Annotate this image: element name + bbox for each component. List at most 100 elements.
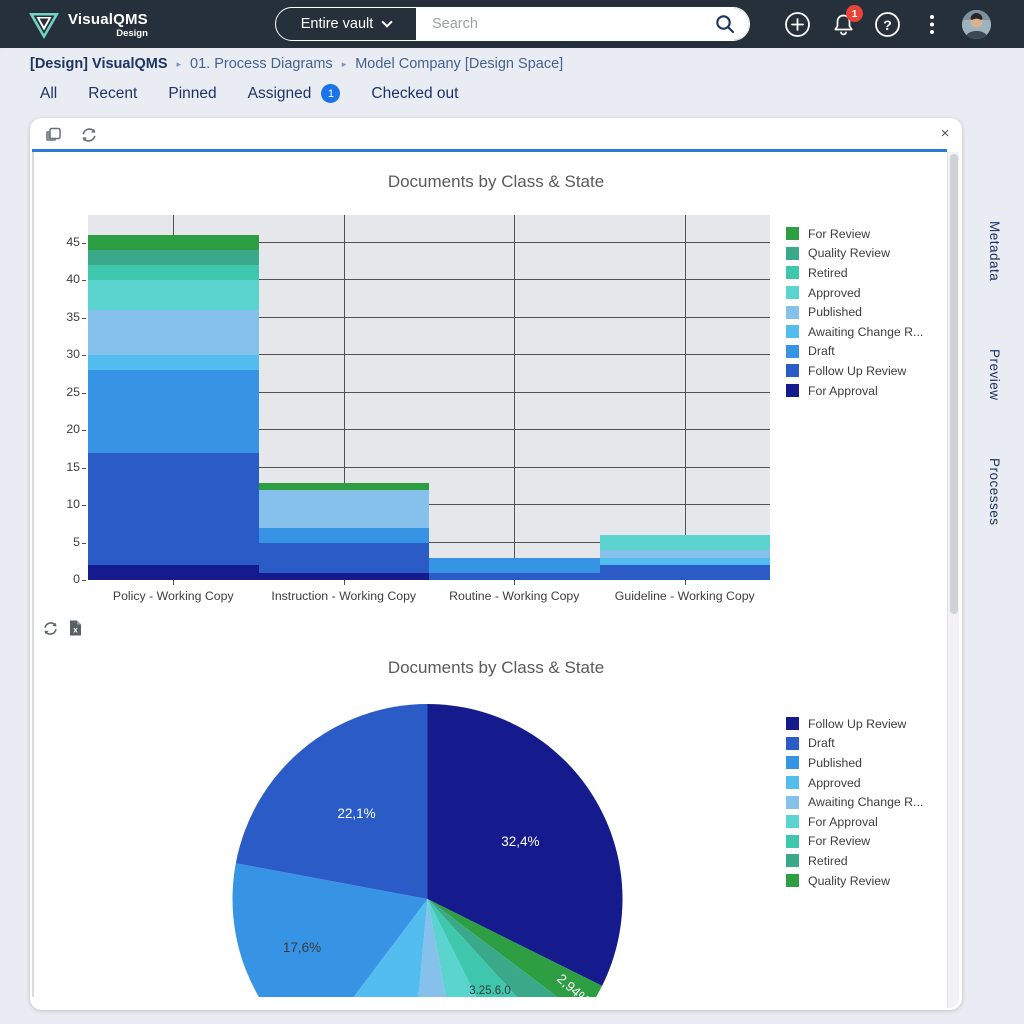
legend-item[interactable]: Approved: [786, 283, 962, 303]
legend-item[interactable]: Quality Review: [786, 871, 962, 891]
legend-item[interactable]: For Approval: [786, 812, 962, 832]
report-left-border: [32, 152, 34, 997]
breadcrumb-item[interactable]: [Design] VisualQMS: [30, 56, 168, 72]
close-icon[interactable]: ×: [940, 125, 950, 142]
legend-swatch: [786, 384, 799, 398]
legend-label: Approved: [808, 775, 861, 790]
bar-segment-follow-up-review[interactable]: [599, 565, 770, 580]
legend-item[interactable]: For Review: [786, 832, 962, 852]
bar-segment-follow-up-review[interactable]: [88, 452, 259, 565]
bar-segment-awaiting-change-r-[interactable]: [88, 355, 259, 370]
legend-swatch: [786, 344, 799, 358]
bar-chart-legend: For Review Quality Review Retired Approved P…: [786, 224, 962, 400]
pie-data-label: 22,1%: [337, 806, 375, 821]
legend-item[interactable]: For Review: [786, 224, 962, 244]
bar-segment-draft[interactable]: [88, 370, 259, 453]
avatar[interactable]: [962, 10, 991, 39]
duplicate-icon[interactable]: [44, 126, 62, 144]
legend-item[interactable]: Follow Up Review: [786, 714, 962, 734]
side-tab-metadata[interactable]: Metadata: [987, 221, 1002, 282]
legend-swatch: [786, 736, 799, 750]
breadcrumb-item[interactable]: Model Company [Design Space]: [355, 56, 564, 72]
tab-label: Assigned: [247, 84, 312, 102]
add-icon[interactable]: [784, 11, 811, 38]
gridline-y: [88, 541, 770, 543]
x-axis-label: Guideline - Working Copy: [614, 589, 755, 603]
bar-segment-approved[interactable]: [88, 280, 259, 310]
tab-recent[interactable]: Recent: [88, 85, 137, 103]
legend-label: Draft: [808, 344, 835, 359]
legend-item[interactable]: Published: [786, 753, 962, 773]
pie-slice-awaiting-change-r-[interactable]: [410, 899, 464, 997]
pie-slice-follow-up-review[interactable]: [427, 704, 623, 986]
export-excel-icon[interactable]: x: [68, 619, 83, 637]
scrollbar-thumb[interactable]: [950, 154, 958, 614]
side-tab-processes[interactable]: Processes: [987, 458, 1002, 526]
y-axis-tick: [82, 505, 86, 506]
legend-item[interactable]: Draft: [786, 342, 962, 362]
breadcrumb-item[interactable]: 01. Process Diagrams: [190, 56, 333, 72]
bar-segment-draft[interactable]: [258, 527, 429, 543]
y-axis-tick: [82, 542, 86, 544]
app-logo[interactable]: VisualQMS Design: [26, 7, 148, 43]
refresh-icon[interactable]: [80, 126, 98, 144]
tab-label: Checked out: [371, 84, 459, 102]
pie-slice-quality-review[interactable]: [427, 899, 603, 997]
bar-segment-for-approval[interactable]: [258, 572, 429, 580]
tab-pinned[interactable]: Pinned: [168, 85, 216, 103]
search-input[interactable]: [432, 16, 713, 32]
legend-swatch: [786, 776, 799, 790]
legend-item[interactable]: Quality Review: [786, 244, 962, 264]
bar-segment-retired[interactable]: [88, 265, 259, 280]
bar-segment-quality-review[interactable]: [88, 250, 259, 265]
legend-swatch: [786, 854, 799, 868]
help-icon[interactable]: ?: [874, 11, 901, 38]
bar-segment-follow-up-review[interactable]: [258, 542, 429, 573]
gridline-y: [88, 391, 770, 393]
vault-selector[interactable]: Entire vault: [276, 8, 416, 40]
legend-item[interactable]: Approved: [786, 773, 962, 793]
legend-item[interactable]: Retired: [786, 851, 962, 871]
legend-item[interactable]: Follow Up Review: [786, 361, 962, 381]
pie-data-label: 32,4%: [501, 834, 539, 849]
legend-swatch: [786, 266, 799, 280]
search-bar: Entire vault: [275, 7, 750, 41]
bar-segment-for-review[interactable]: [258, 482, 429, 490]
legend-item[interactable]: Awaiting Change R...: [786, 792, 962, 812]
y-axis-tick: [82, 242, 86, 244]
legend-item[interactable]: Retired: [786, 263, 962, 283]
legend-swatch: [786, 286, 799, 300]
y-axis-label: 15: [66, 459, 80, 474]
pie-slice-for-review[interactable]: [427, 899, 559, 997]
y-axis-label: 20: [66, 422, 80, 436]
bar-segment-approved[interactable]: [599, 535, 770, 550]
bar-segment-published[interactable]: [599, 550, 770, 558]
pie-slice-draft[interactable]: [235, 704, 428, 899]
scrollbar[interactable]: [947, 152, 959, 1008]
tab-all[interactable]: All: [40, 85, 57, 103]
bar-segment-draft[interactable]: [429, 557, 600, 573]
pie-slice-for-approval[interactable]: [427, 899, 515, 997]
bar-segment-for-approval[interactable]: [88, 565, 259, 580]
tab-label: Recent: [88, 84, 138, 102]
legend-item[interactable]: For Approval: [786, 381, 962, 401]
bar-segment-published[interactable]: [88, 310, 259, 355]
tab-checked-out[interactable]: Checked out: [371, 85, 458, 103]
x-axis-label: Instruction - Working Copy: [271, 589, 417, 603]
tab-assigned[interactable]: Assigned 1: [248, 84, 341, 103]
pie-slice-published[interactable]: [232, 863, 428, 997]
legend-item[interactable]: Awaiting Change R...: [786, 322, 962, 342]
bar-segment-for-review[interactable]: [88, 235, 259, 250]
overflow-menu-icon[interactable]: [920, 11, 944, 38]
logo-title: VisualQMS: [68, 10, 148, 28]
legend-item[interactable]: Published: [786, 302, 962, 322]
legend-item[interactable]: Draft: [786, 734, 962, 754]
bar-segment-follow-up-review[interactable]: [429, 572, 600, 580]
bar-segment-published[interactable]: [258, 490, 429, 528]
bar-segment-awaiting-change-r-[interactable]: [599, 557, 770, 565]
side-tab-preview[interactable]: Preview: [987, 349, 1002, 401]
refresh-icon[interactable]: [42, 620, 59, 637]
legend-swatch: [786, 874, 799, 888]
gridline-y: [88, 429, 770, 430]
search-icon[interactable]: [713, 12, 737, 36]
